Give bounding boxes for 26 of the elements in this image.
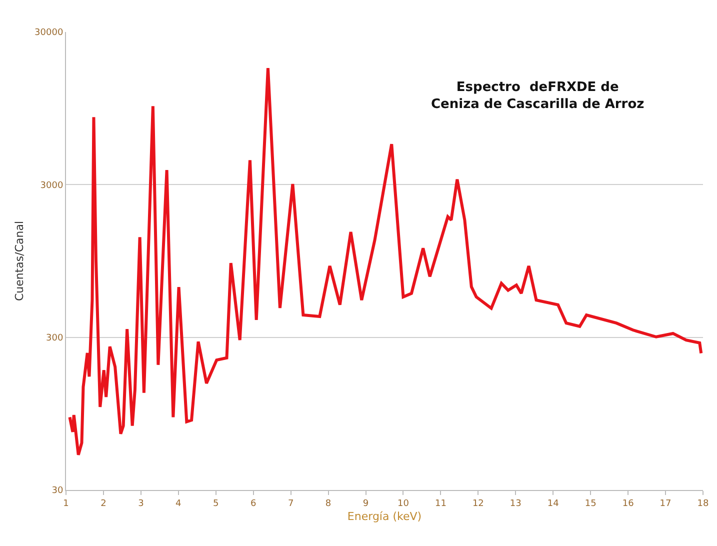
y-tick-label: 3000 [40,180,64,191]
x-tick-label: 16 [622,498,634,509]
x-tick-label: 5 [213,498,219,509]
x-tick-label: 6 [250,498,256,509]
x-tick-label: 9 [362,498,369,509]
text: Espectro deFRXDE de Ceniza de Cascarilla de Arroz [431,80,644,112]
y-tick-label: 30000 [34,28,64,38]
x-tick-label: 10 [398,498,410,509]
x-tick-label: 13 [510,498,522,509]
x-tick-label: 3 [138,498,144,509]
y-tick-label: 30 [52,486,64,496]
x-tick-label: 18 [697,498,709,509]
x-tick-label: 2 [100,498,106,509]
x-tick-label: 12 [472,498,484,509]
y-axis-title: Cuentas/Canal [13,220,26,302]
x-tick-label: 1 [63,498,69,509]
x-tick-label: 15 [584,498,596,509]
y-tick-label: 300 [46,333,64,344]
line-series [68,66,703,456]
x-tick-label: 14 [547,498,560,509]
x-tick-label: 11 [434,498,446,509]
x-tick-label: 4 [176,498,182,509]
x-tick-label: 8 [325,498,332,509]
x-tick-label: 7 [288,498,294,509]
x-tick-label: 17 [660,498,672,509]
x-axis-title: Energía (keV) [347,510,422,523]
